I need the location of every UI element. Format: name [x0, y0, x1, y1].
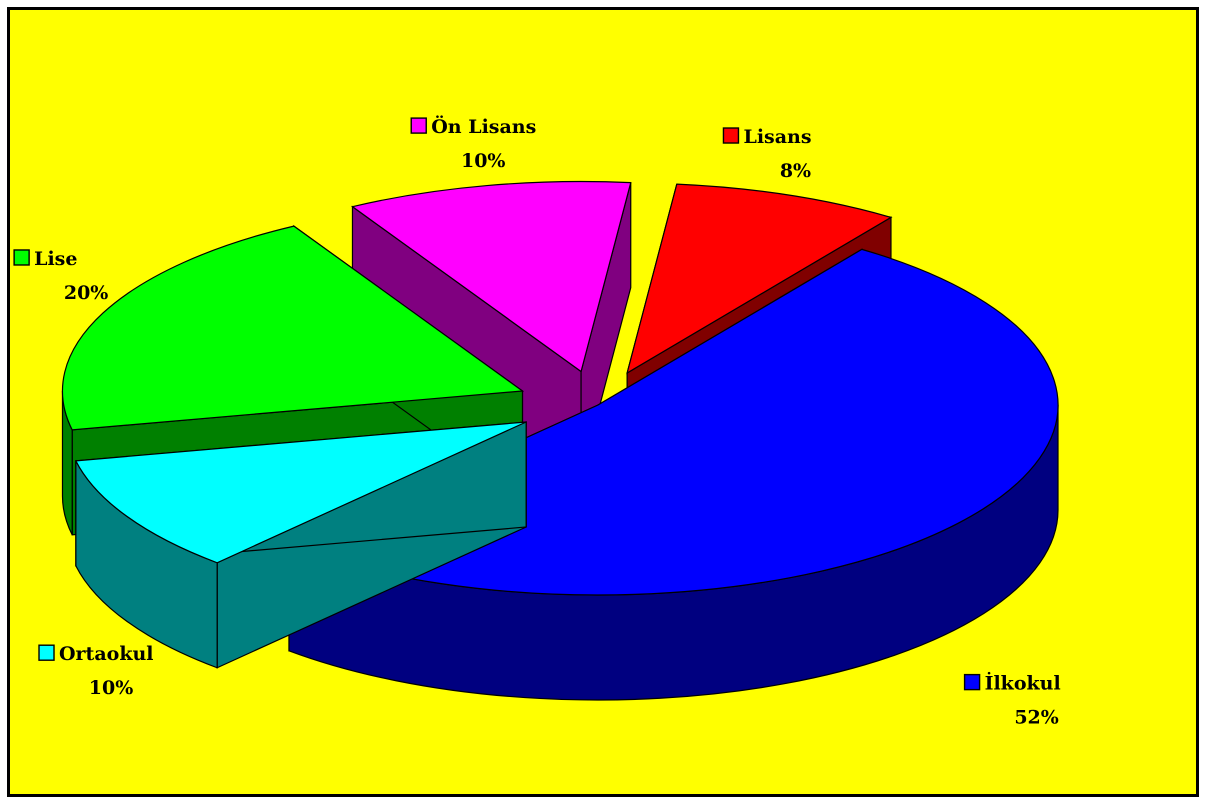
- value-label-on-lisans: 10%: [461, 150, 506, 172]
- slice-lise-top: [61, 225, 525, 431]
- category-label-i-lkokul: İlkokul: [985, 672, 1061, 695]
- category-label-lise: Lise: [34, 248, 77, 270]
- legend-swatch-lise: [13, 249, 30, 266]
- pie-chart: İlkokul 52% Ortaokul 10% Lise 20% Ön Lisans 10%…: [13, 115, 1061, 729]
- label-ortaokul: Ortaokul 10%: [38, 643, 154, 699]
- value-label-i-lkokul: 52%: [1014, 707, 1059, 729]
- value-label-lisans: 8%: [780, 160, 811, 182]
- labels-layer: İlkokul 52% Ortaokul 10% Lise 20% Ön Lisans 10%…: [13, 115, 1061, 729]
- legend-swatch-lisans: [722, 127, 740, 144]
- slice-on-lisans: [351, 180, 632, 478]
- chart-frame: İlkokul 52% Ortaokul 10% Lise 20% Ön Lisans 10%…: [7, 7, 1199, 797]
- legend-swatch-on-lisans: [410, 117, 427, 134]
- category-label-ortaokul: Ortaokul: [59, 643, 154, 665]
- label-lise: Lise 20%: [13, 248, 109, 304]
- legend-swatch-ortaokul: [38, 644, 55, 661]
- label-on-lisans: Ön Lisans 10%: [410, 115, 536, 172]
- value-label-ortaokul: 10%: [89, 677, 134, 699]
- slice-on-lisans-top: [351, 180, 632, 373]
- slices-layer: [61, 180, 1059, 701]
- legend-swatch-i-lkokul: [963, 673, 981, 691]
- value-label-lise: 20%: [64, 282, 109, 304]
- slice-lisans-top: [626, 183, 893, 375]
- slice-ortaokul: [74, 421, 527, 669]
- label-i-lkokul: İlkokul 52%: [963, 672, 1061, 729]
- label-lisans: Lisans 8%: [722, 126, 812, 182]
- slice-ortaokul-top: [74, 421, 527, 564]
- category-label-lisans: Lisans: [743, 126, 811, 148]
- category-label-on-lisans: Ön Lisans: [431, 115, 536, 138]
